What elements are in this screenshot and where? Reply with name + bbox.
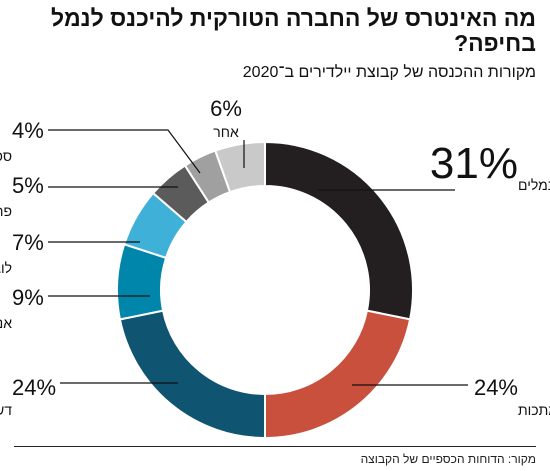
- value-label-ספנות: 4%: [12, 118, 44, 143]
- source-note: מקור: הדוחות הכספיים של הקבוצה: [360, 452, 536, 466]
- value-label-לוגיסטיקה: 7%: [12, 230, 44, 255]
- category-label-אנרגיה: אנרגיה: [0, 315, 12, 331]
- leader-line-ספנות: [48, 129, 201, 174]
- category-label-פחם: פחם: [0, 203, 12, 219]
- chart-subtitle: מקורות ההכנסה של קבוצת יילדירים ב־2020: [242, 64, 536, 81]
- category-label-ספנות: ספנות: [0, 148, 12, 164]
- value-label-כרייה-ומתכות: 24%: [474, 375, 518, 400]
- slice-אחר: [213, 140, 266, 194]
- value-label-פחם: 5%: [12, 173, 44, 198]
- value-label-דשנים-וכימיקלים: 24%: [12, 375, 56, 400]
- footer-rule: [14, 446, 536, 447]
- value-label-אחר: 6%: [210, 96, 242, 121]
- slice-דשנים-וכימיקלים: [118, 309, 266, 440]
- category-label-לוגיסטיקה: לוגיסטיקה: [0, 260, 12, 276]
- category-label-נמלים: נמלים: [518, 177, 550, 193]
- slice-נמלים: [264, 140, 414, 321]
- value-label-נמלים: 31%: [430, 139, 518, 188]
- category-label-אחר: אחר: [213, 124, 239, 140]
- category-label-דשנים-וכימיקלים: דשנים וכימיקלים: [0, 402, 12, 418]
- value-label-אנרגיה: 9%: [12, 285, 44, 310]
- slice-כרייה-ומתכות: [264, 309, 412, 440]
- chart-title: מה האינטרס של החברה הטורקית להיכנס לנמל …: [51, 5, 536, 56]
- category-label-כרייה-ומתכות: כרייה ומתכות: [518, 402, 550, 418]
